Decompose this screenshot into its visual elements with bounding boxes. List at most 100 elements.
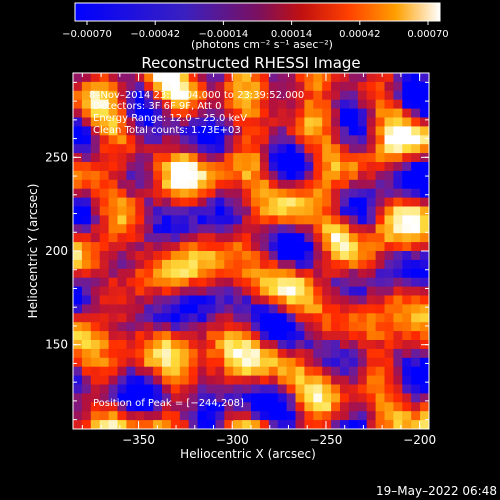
- heatmap-cell: [402, 215, 412, 225]
- heatmap-cell: [179, 402, 190, 412]
- heatmap-cell: [153, 126, 163, 136]
- heatmap-cell: [357, 135, 368, 145]
- heatmap-cell: [259, 259, 270, 270]
- heatmap-cell: [90, 188, 101, 198]
- heatmap-cell: [117, 420, 127, 429]
- heatmap-cell: [73, 126, 83, 136]
- heatmap-cell: [393, 313, 403, 323]
- heatmap-cell: [81, 233, 92, 243]
- heatmap-cell: [90, 126, 101, 136]
- heatmap-cell: [144, 153, 154, 163]
- heatmap-cell: [313, 224, 323, 234]
- heatmap-cell: [108, 375, 118, 385]
- heatmap-cell: [126, 331, 136, 341]
- heatmap-cell: [144, 420, 154, 429]
- heatmap-cell: [304, 99, 314, 109]
- heatmap-cell: [348, 224, 359, 234]
- heatmap-cell: [340, 179, 350, 190]
- heatmap-cell: [224, 366, 234, 376]
- heatmap-cell: [162, 188, 172, 198]
- heatmap-cell: [384, 206, 394, 216]
- heatmap-cell: [268, 162, 279, 172]
- heatmap-cell: [322, 295, 332, 305]
- heatmap-cell: [331, 366, 341, 376]
- heatmap-cell: [108, 126, 118, 136]
- heatmap-cell: [313, 331, 323, 341]
- annotation-peak: Position of Peak = [−244,208]: [93, 398, 244, 409]
- heatmap-cell: [188, 322, 198, 332]
- heatmap-cell: [117, 286, 127, 296]
- heatmap-cell: [322, 331, 332, 341]
- heatmap-cell: [242, 384, 252, 394]
- heatmap-cell: [286, 259, 296, 270]
- heatmap-cell: [375, 313, 385, 323]
- heatmap-cell: [420, 135, 429, 145]
- heatmap-cell: [393, 144, 403, 154]
- heatmap-cell: [144, 322, 154, 332]
- heatmap-cell: [259, 206, 270, 216]
- heatmap-cell: [411, 197, 421, 207]
- heatmap-cell: [206, 393, 216, 403]
- heatmap-cell: [206, 188, 216, 198]
- heatmap-cell: [188, 411, 198, 421]
- heatmap-cell: [117, 393, 127, 403]
- heatmap-cell: [242, 411, 252, 421]
- heatmap-cell: [375, 357, 385, 368]
- heatmap-cell: [268, 188, 279, 198]
- heatmap-cell: [144, 259, 154, 270]
- heatmap-cell: [215, 144, 225, 154]
- heatmap-cell: [135, 188, 145, 198]
- heatmap-cell: [340, 197, 350, 207]
- heatmap-cell: [322, 340, 332, 350]
- heatmap-cell: [411, 126, 421, 136]
- heatmap-cell: [331, 73, 341, 83]
- heatmap-cell: [286, 126, 296, 136]
- heatmap-cell: [144, 340, 154, 350]
- heatmap-cell: [286, 206, 296, 216]
- heatmap-cell: [286, 242, 296, 252]
- heatmap-cell: [188, 99, 198, 109]
- heatmap-cell: [224, 162, 234, 172]
- heatmap-cell: [135, 162, 145, 172]
- heatmap-cell: [313, 153, 323, 163]
- heatmap-cell: [268, 206, 279, 216]
- heatmap-cell: [286, 268, 296, 279]
- heatmap-cell: [224, 393, 234, 403]
- heatmap-cell: [162, 304, 172, 314]
- heatmap-cell: [277, 357, 287, 368]
- heatmap-cell: [420, 348, 429, 359]
- heatmap-cell: [348, 188, 359, 198]
- heatmap-cell: [304, 304, 314, 314]
- heatmap-cell: [304, 402, 314, 412]
- heatmap-cell: [242, 90, 252, 101]
- heatmap-cell: [135, 108, 145, 118]
- heatmap-cell: [259, 357, 270, 368]
- heatmap-cell: [277, 366, 287, 376]
- heatmap-cell: [348, 366, 359, 376]
- heatmap-cell: [277, 286, 287, 296]
- heatmap-cell: [144, 393, 154, 403]
- heatmap-cell: [233, 153, 243, 163]
- heatmap-cell: [135, 206, 145, 216]
- heatmap-cell: [233, 197, 243, 207]
- heatmap-cell: [313, 277, 323, 287]
- heatmap-cell: [402, 73, 412, 83]
- heatmap-cell: [108, 366, 118, 376]
- heatmap-cell: [215, 277, 225, 287]
- heatmap-cell: [117, 81, 127, 92]
- heatmap-cell: [259, 144, 270, 154]
- heatmap-cell: [348, 99, 359, 109]
- heatmap-cell: [348, 277, 359, 287]
- heatmap-cell: [188, 393, 198, 403]
- heatmap-cell: [366, 135, 376, 145]
- heatmap-cell: [188, 153, 198, 163]
- heatmap-cell: [206, 366, 216, 376]
- heatmap-cell: [117, 224, 127, 234]
- heatmap-cell: [411, 366, 421, 376]
- heatmap-cell: [99, 224, 109, 234]
- heatmap-cell: [259, 170, 270, 181]
- heatmap-cell: [251, 393, 261, 403]
- heatmap-cell: [331, 340, 341, 350]
- heatmap-cell: [188, 268, 198, 279]
- heatmap-cell: [162, 402, 172, 412]
